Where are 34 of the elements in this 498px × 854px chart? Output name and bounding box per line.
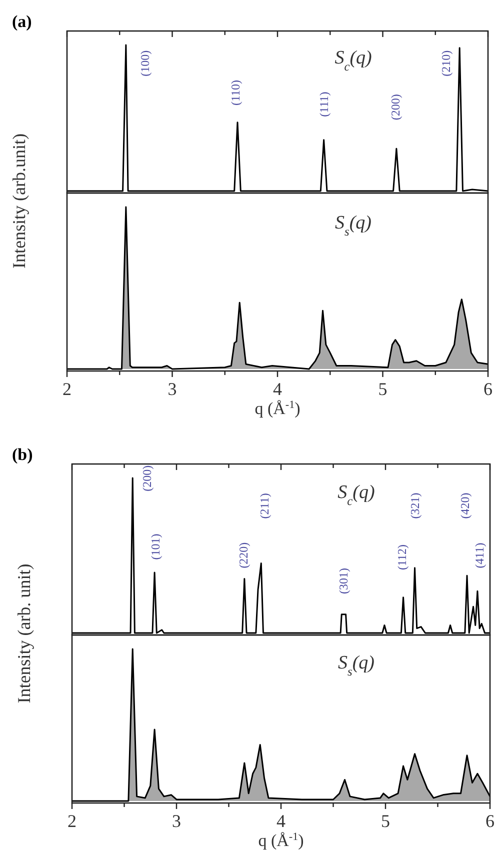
annotation: (411): [472, 542, 487, 568]
annotation: (112): [395, 544, 410, 570]
x-tick-label: 5: [381, 811, 390, 831]
annotation: (111): [316, 92, 331, 117]
annotation: S$_{c}$(q): [338, 482, 375, 508]
annotation: (200): [388, 94, 402, 120]
x-tick-label: 2: [62, 379, 72, 399]
annotation: (100): [138, 50, 152, 76]
y-axis-title: Intensity (arb.unit): [9, 134, 29, 268]
annotation: (301): [336, 568, 351, 594]
y-axis-title: Intensity (arb. unit): [14, 564, 34, 704]
x-tick-label: 3: [172, 811, 181, 831]
x-tick-label: 6: [484, 379, 492, 399]
x-axis-title: q (Å$^{-1}$): [258, 831, 304, 850]
annotation: (420): [458, 492, 472, 519]
annotation: (110): [228, 80, 242, 106]
x-tick-label: 2: [68, 811, 76, 831]
x-tick-label: 4: [276, 811, 286, 831]
x-axis-title: q (Å$^{-1}$): [254, 399, 300, 418]
x-tick-label: 6: [486, 811, 494, 831]
x-tick-label: 3: [168, 379, 177, 399]
annotation: (211): [257, 493, 272, 519]
annotation: (220): [236, 542, 250, 568]
annotation: S$_{c}$(q): [334, 47, 372, 74]
annotation: (101): [148, 534, 163, 560]
x-tick-label: 5: [378, 379, 388, 399]
annotation: (200): [140, 465, 154, 492]
chart-title: (a): [12, 12, 32, 31]
annotation: S$_{s}$(q): [338, 652, 374, 679]
annotation: S$_{s}$(q): [335, 212, 372, 239]
annotation: (210): [438, 50, 453, 76]
x-tick-label: 4: [273, 379, 282, 399]
annotation: (321): [408, 492, 422, 519]
chart-title: (b): [12, 445, 33, 464]
